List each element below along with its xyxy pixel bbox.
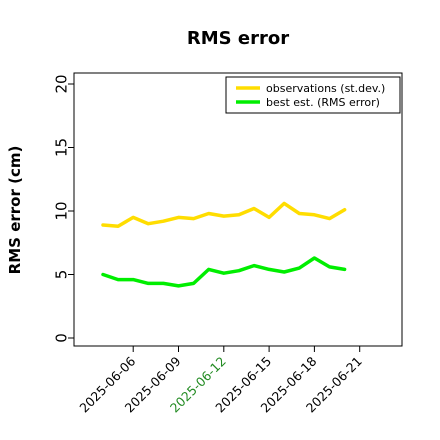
plot-frame [73, 72, 403, 347]
legend: observations (st.dev.)best est. (RMS err… [225, 76, 401, 114]
legend-label: observations (st.dev.) [266, 82, 385, 95]
y-tick-label: 10 [52, 201, 70, 220]
series-layer [101, 201, 347, 288]
legend-box [225, 76, 401, 114]
axis-layer: 051015202025-06-062025-06-092025-06-1220… [52, 74, 365, 415]
y-tick-label: 0 [52, 333, 70, 343]
series-line-1 [101, 201, 347, 228]
y-tick-label: 15 [52, 138, 70, 157]
y-axis-label: RMS error (cm) [6, 146, 24, 275]
y-tick-label: 5 [52, 270, 70, 280]
legend-label: best est. (RMS error) [266, 96, 380, 109]
y-tick-label: 20 [52, 74, 70, 93]
chart-title: RMS error [187, 28, 289, 49]
series-line-2 [101, 256, 347, 288]
